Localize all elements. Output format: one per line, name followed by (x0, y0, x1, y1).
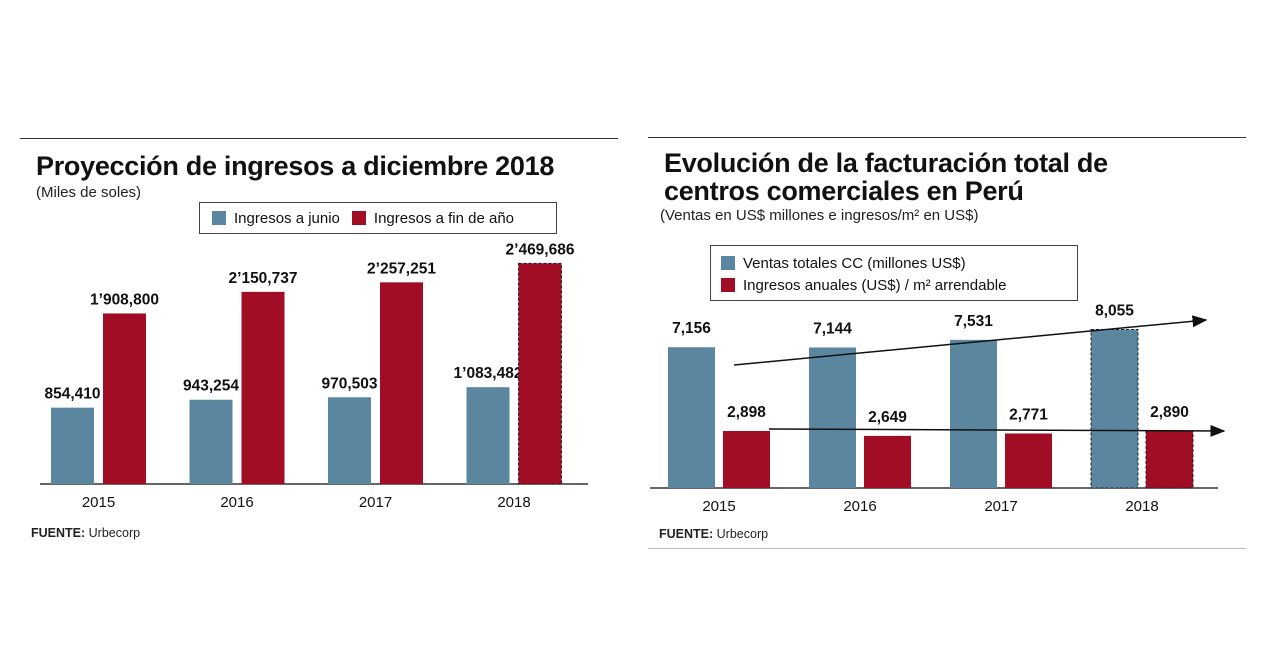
bar-chart: 7,156 2,898 2015 7,144 2,649 2016 7,531 2,771 20… (650, 303, 1226, 515)
data-label: 7,144 (813, 320, 852, 337)
bar (466, 387, 510, 484)
bar (809, 347, 856, 488)
data-label: 1’908,800 (90, 291, 159, 308)
data-label: 8,055 (1095, 303, 1134, 320)
bar (864, 435, 911, 488)
x-tick-label: 2015 (702, 498, 735, 515)
bar (723, 430, 770, 488)
data-label: 1’083,482 (454, 365, 523, 382)
legend-label: Ingresos anuales (US$) / m² arrendable (743, 276, 1007, 294)
source-note: FUENTE: Urbecorp (659, 527, 768, 541)
x-tick-label: 2016 (843, 498, 876, 515)
bar (189, 399, 233, 484)
x-tick-label: 2016 (220, 494, 253, 511)
x-tick-label: 2018 (1125, 498, 1158, 515)
legend-item: Ingresos a fin de año (351, 209, 515, 227)
bar (1005, 433, 1052, 488)
trend-arrow (733, 315, 1208, 366)
chart-legend: Ingresos a junio Ingresos a fin de año (199, 202, 557, 234)
legend-swatch (212, 211, 226, 225)
top-rule (648, 137, 1246, 138)
bar (328, 397, 371, 484)
data-label: 2’150,737 (229, 270, 298, 287)
data-label: 943,254 (183, 378, 239, 395)
data-label: 970,503 (321, 375, 377, 392)
data-label: 2,649 (868, 409, 907, 426)
right-chart-panel: Evolución de la facturación total de cen… (648, 137, 1246, 557)
bar (950, 339, 997, 488)
bar (380, 282, 423, 484)
legend-label: Ingresos a junio (234, 209, 340, 227)
bar (51, 407, 94, 484)
source-text: Urbecorp (716, 527, 769, 541)
legend-label: Ventas totales CC (millones US$) (743, 254, 966, 272)
x-tick-label: 2017 (984, 498, 1017, 515)
chart-legend: Ventas totales CC (millones US$) Ingreso… (710, 245, 1078, 301)
data-label: 2,771 (1009, 406, 1048, 423)
legend-item: Ventas totales CC (millones US$) (721, 252, 1077, 274)
bar (518, 262, 562, 485)
trend-arrow (768, 424, 1226, 437)
bottom-rule (648, 548, 1246, 549)
bar (241, 291, 285, 484)
legend-item: Ingresos anuales (US$) / m² arrendable (721, 274, 1077, 296)
x-tick-label: 2018 (497, 494, 530, 511)
data-label: 2’257,251 (367, 260, 436, 277)
legend-item: Ingresos a junio (212, 210, 340, 227)
chart-subtitle: (Ventas en US$ millones e ingresos/m² en… (660, 207, 979, 224)
left-chart-panel: Proyección de ingresos a diciembre 2018 … (20, 138, 618, 558)
data-label: 2,890 (1150, 404, 1189, 421)
bar (1090, 329, 1139, 489)
source-text: Urbecorp (88, 526, 141, 540)
legend-swatch (351, 211, 366, 225)
chart-title-line: Evolución de la facturación total de (664, 148, 1108, 178)
data-label: 7,156 (672, 320, 711, 337)
bar (103, 313, 146, 484)
x-tick-label: 2015 (82, 494, 115, 511)
source-note: FUENTE: Urbecorp (31, 526, 140, 540)
chart-title-line: centros comerciales en Perú (664, 176, 1024, 206)
legend-swatch (721, 278, 735, 292)
legend-swatch (721, 256, 735, 270)
top-rule (20, 138, 618, 139)
data-label: 2,898 (727, 404, 766, 421)
bar (668, 347, 715, 488)
source-label: FUENTE: (659, 527, 714, 541)
bar-chart: 854,410 1’908,800 2015 943,254 2’150,737 2016… (40, 241, 588, 511)
data-label: 7,531 (954, 313, 993, 330)
chart-title: Evolución de la facturación total de cen… (664, 149, 1108, 205)
legend-label: Ingresos a fin de año (373, 209, 515, 227)
chart-title: Proyección de ingresos a diciembre 2018 (36, 151, 555, 181)
x-tick-label: 2017 (359, 494, 392, 511)
data-label: 2’469,686 (506, 241, 575, 258)
source-label: FUENTE: (31, 526, 86, 540)
data-label: 854,410 (44, 386, 100, 403)
bar (1145, 430, 1194, 489)
chart-subtitle: (Miles de soles) (36, 184, 142, 201)
